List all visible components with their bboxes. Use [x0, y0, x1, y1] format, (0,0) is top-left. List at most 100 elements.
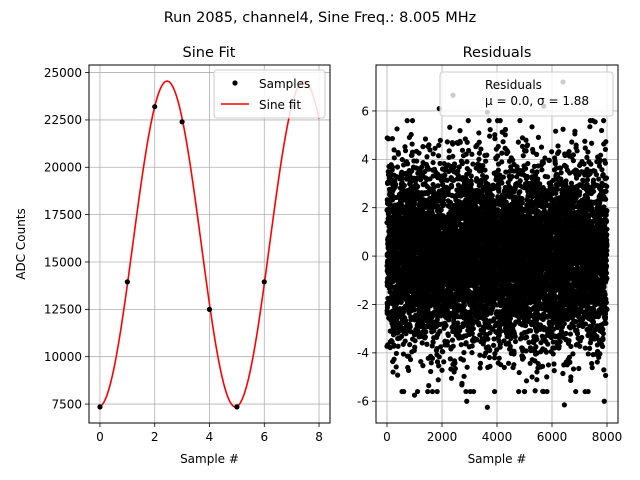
- residual-point: [426, 166, 432, 172]
- residual-point: [449, 337, 456, 343]
- residual-point: [431, 184, 437, 190]
- residual-point: [464, 159, 470, 165]
- residual-point: [399, 156, 405, 163]
- residual-point: [419, 307, 426, 314]
- y-tick-label: 22500: [44, 113, 82, 127]
- residual-point: [469, 343, 475, 349]
- residual-point: [427, 147, 433, 153]
- residual-point: [422, 334, 428, 340]
- residual-point: [405, 161, 411, 167]
- residual-point: [391, 343, 397, 349]
- residual-point: [409, 118, 416, 124]
- residual-point: [463, 388, 469, 395]
- sample-point: [97, 404, 103, 410]
- residual-point: [459, 160, 465, 167]
- residual-point: [442, 172, 448, 178]
- residual-point: [495, 167, 501, 173]
- sample-point: [206, 306, 213, 312]
- residual-point: [448, 375, 455, 381]
- residual-point: [391, 147, 397, 153]
- residual-point: [411, 307, 417, 313]
- residual-point: [409, 141, 415, 147]
- residual-point: [401, 388, 407, 395]
- residual-point: [469, 330, 475, 337]
- residual-point: [458, 342, 464, 348]
- residual-point: [391, 356, 397, 362]
- sample-point: [179, 119, 185, 125]
- residual-point: [476, 156, 482, 162]
- residual-point: [434, 388, 440, 395]
- residual-point: [407, 342, 413, 348]
- residual-point: [487, 363, 493, 369]
- residual-point: [435, 377, 441, 383]
- sine-fit-y-axis-label: ADC Counts: [14, 208, 28, 280]
- residual-point: [399, 333, 405, 339]
- residual-point: [477, 352, 483, 358]
- residual-point: [431, 327, 437, 334]
- y-tick-label: 17500: [44, 208, 82, 222]
- residual-point: [512, 333, 518, 340]
- sample-point: [261, 279, 267, 285]
- residual-point: [440, 349, 446, 355]
- residual-point: [441, 160, 447, 167]
- residual-point: [409, 149, 416, 155]
- residual-point: [446, 148, 452, 154]
- residual-point: [452, 360, 458, 366]
- residual-point: [393, 364, 399, 370]
- residual-point: [495, 143, 501, 150]
- residual-point: [422, 168, 428, 175]
- residual-point: [455, 168, 461, 174]
- residual-point: [476, 130, 482, 136]
- residual-point: [450, 343, 456, 349]
- sample-point: [124, 279, 130, 285]
- residual-point: [465, 118, 471, 124]
- residual-point: [447, 199, 453, 206]
- residual-point: [430, 339, 436, 346]
- residual-point: [393, 181, 399, 187]
- residual-point: [516, 369, 522, 376]
- residual-point: [443, 322, 449, 329]
- residual-point: [463, 340, 469, 346]
- residual-point: [483, 174, 490, 180]
- residual-point: [428, 360, 434, 366]
- residual-point: [430, 151, 436, 157]
- residual-point: [461, 349, 467, 356]
- residual-point: [395, 372, 401, 378]
- residual-point: [405, 367, 412, 374]
- sample-point: [234, 404, 240, 410]
- residual-point: [496, 355, 502, 361]
- residual-point: [485, 336, 491, 342]
- residual-point: [487, 133, 493, 139]
- residual-point: [477, 332, 483, 338]
- residual-point: [429, 388, 436, 395]
- residual-point: [461, 373, 467, 379]
- residual-point: [478, 146, 484, 152]
- residual-point: [450, 141, 456, 147]
- residual-point: [467, 168, 473, 174]
- residual-point: [478, 177, 484, 183]
- residual-point: [447, 124, 453, 130]
- residual-point: [495, 153, 501, 159]
- residual-point: [449, 184, 455, 190]
- residual-point: [424, 341, 430, 347]
- residual-point: [456, 164, 462, 170]
- residual-point: [466, 147, 472, 154]
- residual-point: [395, 343, 401, 349]
- residual-point: [407, 356, 414, 363]
- residual-point: [487, 347, 493, 354]
- residual-point: [517, 118, 523, 124]
- residual-point: [464, 139, 470, 145]
- residual-point: [445, 332, 451, 338]
- x-tick-label: 8: [315, 430, 323, 444]
- residual-point: [469, 350, 475, 356]
- residual-point: [470, 161, 476, 167]
- residual-point: [414, 184, 421, 190]
- residual-point: [516, 388, 522, 395]
- residual-point: [457, 139, 463, 145]
- residual-point: [441, 359, 447, 365]
- residual-point: [471, 388, 477, 395]
